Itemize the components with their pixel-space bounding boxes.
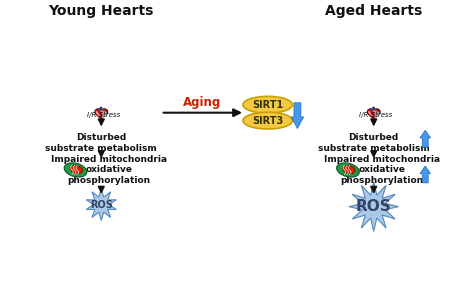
Polygon shape: [367, 109, 380, 120]
Text: SIRT3: SIRT3: [252, 116, 283, 126]
Polygon shape: [370, 108, 373, 111]
Text: ROS: ROS: [90, 200, 113, 210]
Polygon shape: [86, 189, 116, 221]
Text: I/R Stress: I/R Stress: [87, 112, 120, 118]
Polygon shape: [95, 109, 108, 120]
Text: Young Hearts: Young Hearts: [49, 4, 154, 18]
Text: ROS: ROS: [356, 199, 392, 214]
Text: Disturbed
substrate metabolism: Disturbed substrate metabolism: [46, 133, 157, 153]
Ellipse shape: [243, 96, 292, 113]
Polygon shape: [100, 107, 101, 109]
Text: Disturbed
substrate metabolism: Disturbed substrate metabolism: [318, 133, 429, 153]
Polygon shape: [102, 108, 104, 110]
Polygon shape: [375, 112, 379, 118]
Polygon shape: [101, 111, 103, 112]
Text: Impaired mitochondria
oxidative
phosphorylation: Impaired mitochondria oxidative phosphor…: [51, 155, 167, 185]
Polygon shape: [103, 112, 106, 118]
Ellipse shape: [337, 163, 359, 177]
Text: I/R Stress: I/R Stress: [359, 112, 392, 118]
Ellipse shape: [243, 112, 292, 129]
Polygon shape: [374, 111, 375, 112]
Polygon shape: [374, 108, 377, 110]
Ellipse shape: [64, 163, 87, 177]
Polygon shape: [373, 107, 374, 109]
Polygon shape: [98, 108, 101, 111]
Polygon shape: [373, 107, 374, 109]
FancyArrow shape: [291, 103, 304, 128]
Ellipse shape: [70, 165, 82, 174]
Polygon shape: [369, 111, 372, 116]
Text: Aged Hearts: Aged Hearts: [325, 4, 422, 18]
FancyArrow shape: [420, 166, 430, 183]
Text: SIRT1: SIRT1: [252, 100, 283, 110]
Polygon shape: [100, 107, 102, 109]
Text: Impaired mitochondria
oxidative
phosphorylation: Impaired mitochondria oxidative phosphor…: [324, 155, 440, 185]
FancyArrow shape: [420, 130, 430, 147]
Polygon shape: [96, 111, 100, 116]
Ellipse shape: [343, 165, 355, 174]
Text: Aging: Aging: [183, 96, 221, 109]
Polygon shape: [349, 182, 399, 232]
